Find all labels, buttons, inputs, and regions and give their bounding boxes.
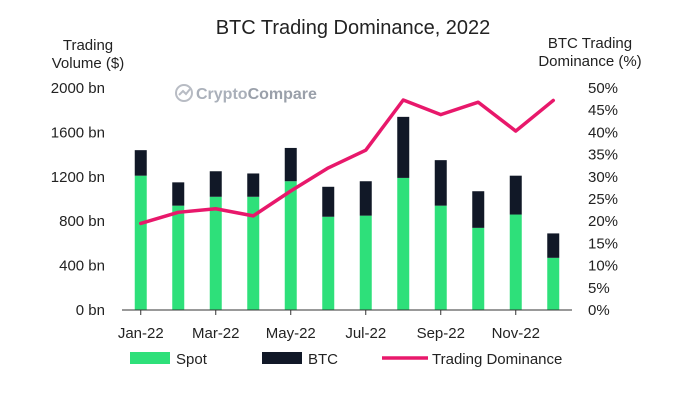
bar-spot-Jul-22	[359, 215, 372, 310]
x-tick-label: Nov-22	[492, 325, 540, 342]
bar-spot-Dec-22	[547, 257, 560, 310]
legend: Spot BTC Trading Dominance	[130, 351, 562, 368]
bar-btc-Jun-22	[322, 186, 335, 217]
bar-spot-Apr-22	[247, 196, 260, 310]
y-right-tick-label: 0%	[588, 302, 610, 319]
bar-btc-May-22	[284, 147, 297, 182]
bar-btc-Nov-22	[509, 175, 522, 215]
line-group	[139, 98, 555, 226]
y-left-axis-label-line2: Volume ($)	[52, 55, 125, 72]
y-left-tick-label: 2000 bn	[51, 80, 105, 97]
y-left-tick-label: 0 bn	[76, 302, 105, 319]
y-right-tick-label: 35%	[588, 147, 618, 164]
y-left-axis-label-line1: Trading	[63, 37, 113, 54]
legend-swatch-btc	[262, 352, 302, 364]
watermark: CryptoCompare	[175, 84, 317, 103]
bar-spot-Aug-22	[397, 177, 410, 310]
y-right-tick-label: 20%	[588, 213, 618, 230]
y-left-tick-label: 1600 bn	[51, 124, 105, 141]
axes-group: 0 bn 400 bn 800 bn 1200 bn 1600 bn 2000 bn 0% 5…	[51, 80, 618, 342]
chart-title: BTC Trading Dominance, 2022	[216, 17, 491, 39]
bar-btc-Jan-22	[134, 150, 147, 176]
bar-spot-Jun-22	[322, 216, 335, 310]
bar-spot-Nov-22	[509, 214, 522, 310]
bar-btc-Aug-22	[397, 116, 410, 178]
y-right-tick-label: 5%	[588, 280, 610, 297]
y-right-tick-label: 10%	[588, 258, 618, 275]
bar-btc-Jul-22	[359, 181, 372, 216]
bar-spot-Feb-22	[172, 205, 185, 310]
legend-label-dominance: Trading Dominance	[432, 351, 562, 368]
bar-btc-Sep-22	[434, 160, 447, 206]
bar-btc-Apr-22	[247, 173, 260, 197]
legend-label-btc: BTC	[308, 351, 338, 368]
y-left-tick-label: 800 bn	[59, 213, 105, 230]
bar-spot-Oct-22	[472, 227, 485, 310]
y-right-tick-label: 50%	[588, 80, 618, 97]
y-right-tick-label: 15%	[588, 235, 618, 252]
y-right-axis-label-line2: Dominance (%)	[538, 53, 641, 70]
bar-spot-Mar-22	[209, 196, 222, 310]
x-tick-label: Sep-22	[417, 325, 465, 342]
watermark-part2: Compare	[248, 86, 317, 103]
bars-group	[134, 116, 560, 310]
x-tick-label: Jul-22	[345, 325, 386, 342]
y-right-tick-label: 40%	[588, 124, 618, 141]
bar-btc-Oct-22	[472, 191, 485, 228]
dominance-line	[139, 98, 555, 226]
bar-btc-Mar-22	[209, 171, 222, 197]
watermark-part1: Crypto	[196, 86, 248, 103]
bar-spot-Jan-22	[134, 175, 147, 310]
x-tick-label: Mar-22	[192, 325, 240, 342]
y-left-tick-label: 400 bn	[59, 258, 105, 275]
x-tick-label: May-22	[266, 325, 316, 342]
cryptocompare-logo-icon	[175, 84, 193, 102]
y-right-tick-label: 45%	[588, 102, 618, 119]
watermark-text: CryptoCompare	[196, 86, 317, 103]
bar-btc-Feb-22	[172, 182, 185, 206]
legend-label-spot: Spot	[176, 351, 208, 368]
y-right-tick-label: 25%	[588, 191, 618, 208]
y-right-axis-label-line1: BTC Trading	[548, 35, 632, 52]
bar-spot-Sep-22	[434, 205, 447, 310]
bar-btc-Dec-22	[547, 233, 560, 258]
legend-swatch-spot	[130, 352, 170, 364]
x-tick-label: Jan-22	[118, 325, 164, 342]
y-left-tick-label: 1200 bn	[51, 169, 105, 186]
bar-spot-May-22	[284, 181, 297, 310]
y-right-tick-label: 30%	[588, 169, 618, 186]
